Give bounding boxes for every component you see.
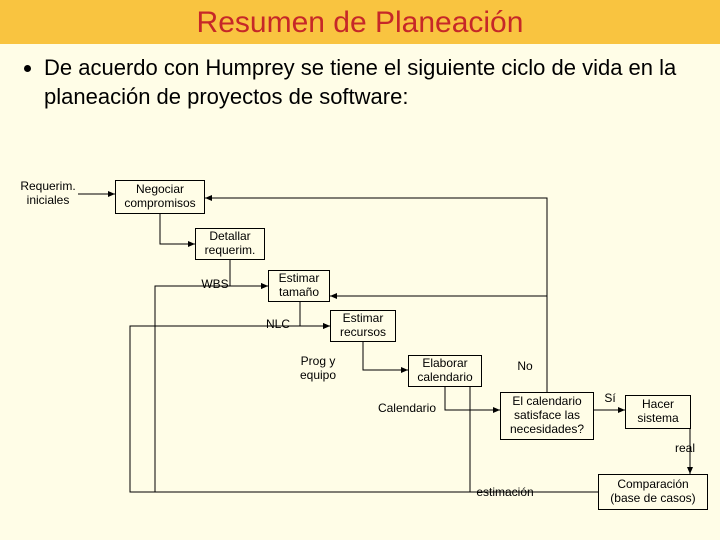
flowchart-box-hacer_sistema: Hacer sistema <box>625 395 691 429</box>
flowchart-label-no: No <box>510 360 540 374</box>
flowchart-label-real: real <box>670 442 700 456</box>
flowchart-box-estimar_recursos: Estimar recursos <box>330 310 396 342</box>
flowchart-box-comparacion: Comparación (base de casos) <box>598 474 708 510</box>
flowchart-label-si: Sí <box>600 392 620 406</box>
flowchart-label-wbs: WBS <box>195 278 235 292</box>
flowchart-box-elaborar_cal: Elaborar calendario <box>408 355 482 387</box>
bullet-text: De acuerdo con Humprey se tiene el sigui… <box>44 54 700 111</box>
flowchart-label-calendario: Calendario <box>372 402 442 416</box>
flowchart: Requerim. iniciales Negociar compromisos D… <box>0 170 720 540</box>
title-bar: Resumen de Planeación <box>0 0 720 44</box>
flowchart-label-estimacion: estimación <box>470 486 540 500</box>
flowchart-label-prog_equipo: Prog y equipo <box>288 355 348 383</box>
flowchart-box-detallar: Detallar requerim. <box>195 228 265 260</box>
page-title: Resumen de Planeación <box>0 6 720 40</box>
flowchart-label-requerim_iniciales: Requerim. iniciales <box>18 180 78 208</box>
flowchart-box-estimar_tamano: Estimar tamaño <box>268 270 330 302</box>
flowchart-box-decision: El calendario satisface las necesidades? <box>500 392 594 440</box>
flowchart-label-nlc: NLC <box>258 318 298 332</box>
intro-text: De acuerdo con Humprey se tiene el sigui… <box>0 44 720 111</box>
flowchart-box-negociar: Negociar compromisos <box>115 180 205 214</box>
